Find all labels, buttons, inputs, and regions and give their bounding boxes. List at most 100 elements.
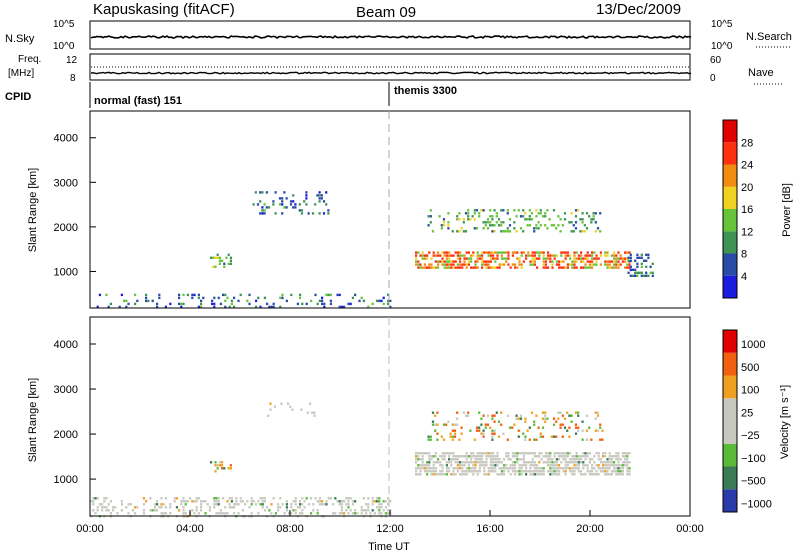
heatmap-cell <box>591 266 594 269</box>
heatmap-cell <box>299 293 302 297</box>
heatmap-cell <box>426 257 429 260</box>
heatmap-cell <box>617 257 620 260</box>
colorbar-tick-label: 16 <box>741 204 753 216</box>
heatmap-cell <box>520 470 523 473</box>
heatmap-cell <box>314 497 317 500</box>
heatmap-cell <box>318 497 321 500</box>
heatmap-cell <box>156 500 159 503</box>
heatmap-cell <box>489 251 492 254</box>
freq-label-2: [MHz] <box>8 68 34 79</box>
heatmap-cell <box>301 509 304 512</box>
heatmap-cell <box>281 296 284 300</box>
heatmap-cell <box>272 302 275 306</box>
heatmap-cell <box>582 257 585 260</box>
heatmap-cell <box>226 296 229 300</box>
heatmap-cell <box>575 257 578 260</box>
heatmap-cell <box>520 467 523 470</box>
heatmap-cell <box>378 506 381 509</box>
heatmap-cell <box>217 497 220 500</box>
heatmap-cell <box>327 497 330 500</box>
heatmap-cell <box>582 467 585 470</box>
heatmap-cell <box>577 470 580 473</box>
heatmap-cell <box>640 274 643 277</box>
heatmap-cell <box>549 470 552 473</box>
heatmap-cell <box>300 212 304 215</box>
heatmap-cell <box>208 509 211 512</box>
heatmap-cell <box>558 458 561 461</box>
heatmap-cell <box>492 461 495 464</box>
heatmap-cell <box>301 497 304 500</box>
heatmap-cell <box>588 470 591 473</box>
heatmap-cell <box>456 218 459 221</box>
heatmap-cell <box>421 461 424 464</box>
heatmap-cell <box>227 262 230 265</box>
heatmap-cell <box>367 305 370 309</box>
heatmap-cell <box>574 209 578 212</box>
heatmap-cell <box>345 509 348 512</box>
heatmap-cell <box>313 414 316 417</box>
heatmap-cell <box>340 512 343 515</box>
heatmap-cell <box>581 438 584 441</box>
heatmap-cell <box>529 464 532 467</box>
heatmap-cell <box>318 299 321 303</box>
heatmap-cell <box>478 426 481 429</box>
heatmap-cell <box>571 467 574 470</box>
heatmap-cell <box>180 500 183 503</box>
heatmap-cell <box>156 509 159 512</box>
heatmap-cell <box>131 509 134 512</box>
y-tick-label: 4000 <box>54 133 78 145</box>
heatmap-cell <box>599 251 602 254</box>
x-axis-ticks: 00:00 04:00 08:00 12:00 16:00 20:00 00:00 <box>76 510 704 535</box>
heatmap-cell <box>450 458 453 461</box>
heatmap-cell <box>594 230 597 233</box>
heatmap-cell <box>367 506 370 509</box>
heatmap-cell <box>215 512 218 515</box>
heatmap-cell <box>314 203 317 206</box>
heatmap-cell <box>233 296 236 300</box>
heatmap-cell <box>520 263 523 266</box>
heatmap-cell <box>547 254 550 257</box>
heatmap-cell <box>478 455 481 458</box>
heatmap-cell <box>601 429 604 432</box>
heatmap-cell <box>489 224 492 227</box>
heatmap-cell <box>552 209 556 212</box>
velocity-ylabel: Slant Range [km] <box>27 378 39 462</box>
heatmap-cell <box>483 470 486 473</box>
heatmap-cell <box>281 200 284 203</box>
heatmap-cell <box>178 296 181 300</box>
heatmap-cell <box>440 224 443 227</box>
heatmap-cell <box>259 503 262 506</box>
heatmap-cell <box>142 512 145 515</box>
heatmap-cell <box>265 206 268 209</box>
heatmap-cell <box>555 435 558 438</box>
heatmap-cell <box>440 227 443 230</box>
heatmap-cell <box>509 266 512 269</box>
heatmap-cell <box>323 503 326 506</box>
heatmap-cell <box>606 464 609 467</box>
heatmap-cell <box>608 464 611 467</box>
heatmap-cell <box>572 230 575 233</box>
heatmap-cell <box>555 452 558 455</box>
heatmap-cell <box>599 254 602 257</box>
heatmap-cell <box>98 293 101 297</box>
heatmap-cell <box>649 271 652 274</box>
heatmap-cell <box>577 411 580 414</box>
heatmap-cell <box>520 254 523 257</box>
heatmap-cell <box>458 230 461 233</box>
heatmap-cell <box>533 464 536 467</box>
heatmap-cell <box>305 203 308 206</box>
heatmap-cell <box>178 509 181 512</box>
heatmap-cell <box>289 200 293 203</box>
heatmap-cell <box>518 452 521 455</box>
heatmap-cell <box>549 257 552 260</box>
heatmap-cell <box>494 461 497 464</box>
heatmap-cell <box>580 266 583 269</box>
heatmap-cell <box>160 506 163 509</box>
heatmap-cell <box>533 423 536 426</box>
heatmap-cell <box>219 509 222 512</box>
heatmap-cell <box>267 206 271 209</box>
heatmap-cell <box>558 260 561 263</box>
heatmap-cell <box>574 426 578 429</box>
heatmap-cell <box>544 417 547 420</box>
